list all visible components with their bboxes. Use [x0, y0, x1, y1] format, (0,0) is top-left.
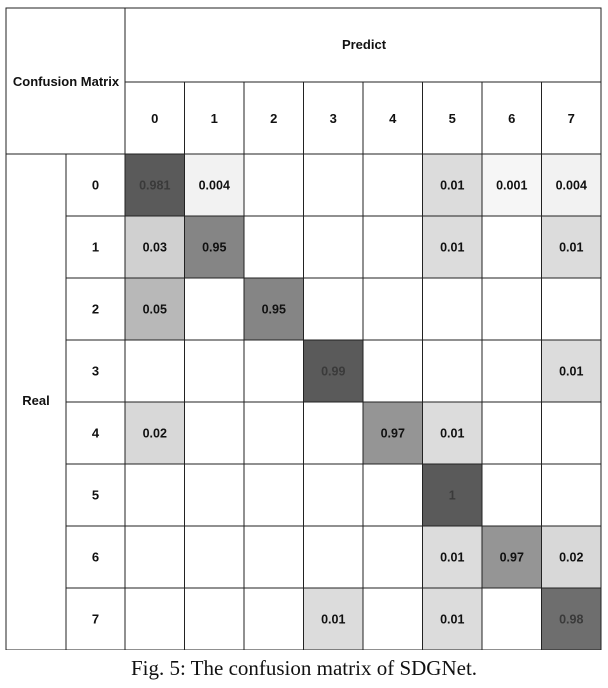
cell-value-r1-c7: 0.01: [559, 241, 583, 255]
cell-r2-c2: [244, 278, 304, 340]
cell-value-r7-c5: 0.01: [440, 613, 464, 627]
col-label-7: 7: [568, 111, 575, 126]
col-label-6: 6: [508, 111, 515, 126]
cell-r7-c7: [541, 588, 601, 650]
cell-r4-c0: [125, 402, 185, 464]
cell-value-r5-c5: 1: [449, 489, 456, 503]
cell-r0-c0: [125, 154, 185, 216]
cell-value-r3-c7: 0.01: [559, 365, 583, 379]
cell-value-r1-c5: 0.01: [440, 241, 464, 255]
cell-value-r0-c6: 0.001: [496, 179, 527, 193]
cell-value-r4-c0: 0.02: [143, 427, 167, 441]
row-label-6: 6: [92, 550, 99, 565]
row-label-5: 5: [92, 488, 99, 503]
cell-r1-c0: [125, 216, 185, 278]
cell-r7-c3: [303, 588, 363, 650]
cell-r5-c5: [422, 464, 482, 526]
col-label-3: 3: [330, 111, 337, 126]
grid-layer: [5, 7, 602, 650]
cell-value-r0-c5: 0.01: [440, 179, 464, 193]
cell-r6-c5: [422, 526, 482, 588]
row-label-1: 1: [92, 240, 99, 255]
cell-r3-c7: [541, 340, 601, 402]
row-label-4: 4: [92, 426, 100, 441]
cell-value-r4-c4: 0.97: [381, 427, 405, 441]
cell-value-r1-c0: 0.03: [143, 241, 167, 255]
figure-caption: Fig. 5: The confusion matrix of SDGNet.: [130, 656, 478, 680]
labels-layer: Confusion Matrix Predict Real 0.981 0.004…: [13, 37, 587, 627]
cell-value-r4-c5: 0.01: [440, 427, 464, 441]
cell-r0-c5: [422, 154, 482, 216]
cell-r4-c5: [422, 402, 482, 464]
real-axis-label: Real: [22, 393, 49, 408]
cell-value-r7-c3: 0.01: [321, 613, 345, 627]
cell-value-r6-c7: 0.02: [559, 551, 583, 565]
row-label-3: 3: [92, 364, 99, 379]
cell-r7-c5: [422, 588, 482, 650]
cell-value-r1-c1: 0.95: [202, 241, 226, 255]
cell-r3-c3: [303, 340, 363, 402]
cell-r6-c6: [482, 526, 542, 588]
cell-r1-c5: [422, 216, 482, 278]
outer-border: [5, 7, 602, 650]
cell-value-r0-c0: 0.981: [139, 179, 170, 193]
cell-r2-c0: [125, 278, 185, 340]
corner-label: Confusion Matrix: [13, 74, 120, 89]
col-label-2: 2: [270, 111, 277, 126]
col-label-0: 0: [151, 111, 158, 126]
cell-r4-c4: [363, 402, 423, 464]
cell-value-r2-c0: 0.05: [143, 303, 167, 317]
cell-value-r3-c3: 0.99: [321, 365, 345, 379]
col-label-4: 4: [389, 111, 397, 126]
row-label-0: 0: [92, 178, 99, 193]
cell-r0-c1: [184, 154, 244, 216]
col-label-1: 1: [211, 111, 218, 126]
predict-axis-label: Predict: [342, 37, 387, 52]
cell-value-r2-c2: 0.95: [262, 303, 286, 317]
cell-value-r6-c6: 0.97: [500, 551, 524, 565]
cell-value-r0-c1: 0.004: [199, 179, 230, 193]
row-label-2: 2: [92, 302, 99, 317]
cell-value-r7-c7: 0.98: [559, 613, 583, 627]
col-label-5: 5: [449, 111, 456, 126]
cell-r6-c7: [541, 526, 601, 588]
cell-r0-c7: [541, 154, 601, 216]
cell-r0-c6: [482, 154, 542, 216]
cell-value-r0-c7: 0.004: [556, 179, 587, 193]
confusion-matrix-chart: Confusion Matrix Predict Real 0.981 0.004…: [5, 7, 602, 650]
cell-r1-c1: [184, 216, 244, 278]
cells-layer: [125, 154, 601, 650]
cell-r1-c7: [541, 216, 601, 278]
row-label-7: 7: [92, 612, 99, 627]
cell-value-r6-c5: 0.01: [440, 551, 464, 565]
